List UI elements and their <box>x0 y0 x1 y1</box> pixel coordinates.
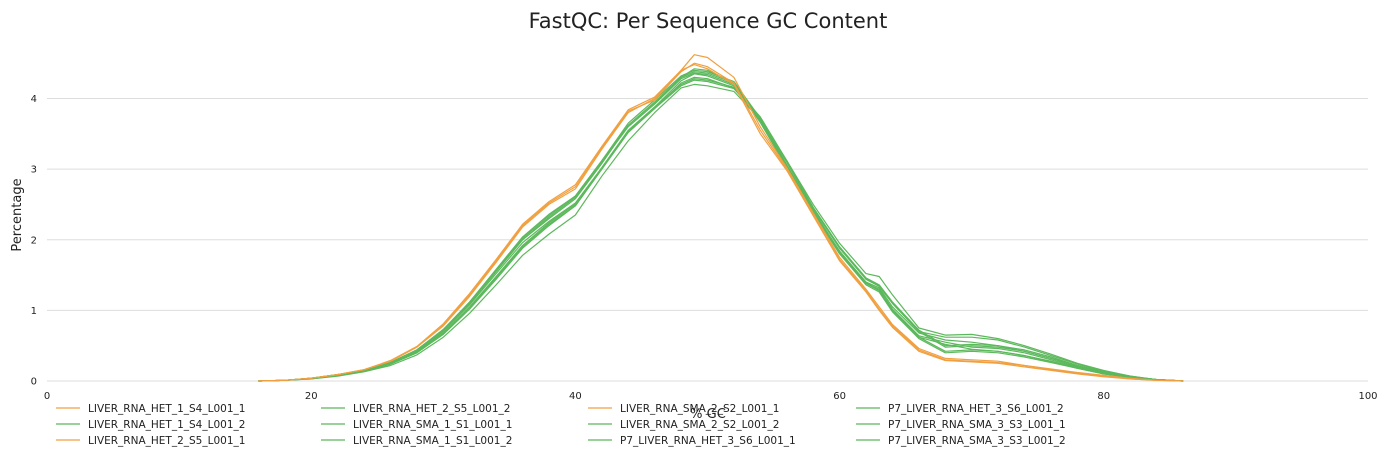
legend-label: LIVER_RNA_HET_1_S4_L001_2 <box>88 419 245 431</box>
legend-label: P7_LIVER_RNA_SMA_3_S3_L001_1 <box>888 419 1066 431</box>
legend-label: LIVER_RNA_SMA_2_S2_L001_2 <box>620 419 779 431</box>
legend-item[interactable]: LIVER_RNA_SMA_2_S2_L001_1 <box>588 403 779 415</box>
legend: LIVER_RNA_HET_1_S4_L001_1 LIVER_RNA_HET_1… <box>56 403 1066 447</box>
legend-label: LIVER_RNA_SMA_1_S1_L001_1 <box>353 419 512 431</box>
legend-label: LIVER_RNA_SMA_1_S1_L001_2 <box>353 435 512 447</box>
legend-item[interactable]: LIVER_RNA_SMA_1_S1_L001_1 <box>321 419 512 431</box>
legend-item[interactable]: LIVER_RNA_HET_1_S4_L001_2 <box>56 419 245 431</box>
legend-item[interactable]: LIVER_RNA_HET_2_S5_L001_2 <box>321 403 510 415</box>
legend-label: LIVER_RNA_HET_2_S5_L001_2 <box>353 403 510 415</box>
legend-label: LIVER_RNA_HET_1_S4_L001_1 <box>88 403 245 415</box>
legend-label: LIVER_RNA_HET_2_S5_L001_1 <box>88 435 245 447</box>
chart-title: FastQC: Per Sequence GC Content <box>529 9 888 33</box>
series-lines <box>258 54 1184 382</box>
grid-lines <box>47 98 1368 382</box>
y-tick-label: 4 <box>31 94 37 105</box>
legend-item[interactable]: LIVER_RNA_SMA_2_S2_L001_2 <box>588 419 779 431</box>
x-tick-label: 100 <box>1358 391 1377 402</box>
x-tick-label: 60 <box>833 391 846 402</box>
legend-item[interactable]: P7_LIVER_RNA_HET_3_S6_L001_1 <box>588 435 796 447</box>
y-tick-label: 1 <box>31 306 37 317</box>
x-tick-labels: 0 20 40 60 80 100 <box>44 391 1378 402</box>
series-line-liver-rna-sma-1-s1-l001-1[interactable] <box>258 76 1184 382</box>
legend-label: P7_LIVER_RNA_HET_3_S6_L001_1 <box>620 435 796 447</box>
series-line-p7-liver-rna-het-3-s6-l001-2[interactable] <box>258 71 1184 382</box>
y-tick-labels: 0 1 2 3 4 <box>31 94 37 388</box>
series-line-liver-rna-het-2-s5-l001-1[interactable] <box>258 62 1184 382</box>
x-tick-label: 40 <box>569 391 582 402</box>
series-line-liver-rna-sma-1-s1-l001-2[interactable] <box>258 83 1184 382</box>
series-line-liver-rna-het-2-s5-l001-2[interactable] <box>258 73 1184 382</box>
series-line-p7-liver-rna-sma-3-s3-l001-2[interactable] <box>258 79 1184 382</box>
series-line-liver-rna-het-1-s4-l001-2[interactable] <box>258 68 1184 382</box>
y-tick-label: 2 <box>31 235 37 246</box>
legend-item[interactable]: LIVER_RNA_HET_2_S5_L001_1 <box>56 435 245 447</box>
y-tick-label: 0 <box>31 377 37 388</box>
series-line-liver-rna-sma-2-s2-l001-2[interactable] <box>258 69 1184 382</box>
series-line-p7-liver-rna-het-3-s6-l001-1[interactable] <box>258 72 1184 382</box>
legend-label: LIVER_RNA_SMA_2_S2_L001_1 <box>620 403 779 415</box>
series-line-liver-rna-sma-2-s2-l001-1[interactable] <box>258 63 1184 382</box>
x-tick-label: 0 <box>44 391 50 402</box>
x-tick-label: 80 <box>1097 391 1110 402</box>
legend-label: P7_LIVER_RNA_SMA_3_S3_L001_2 <box>888 435 1066 447</box>
legend-item[interactable]: LIVER_RNA_HET_1_S4_L001_1 <box>56 403 245 415</box>
y-tick-label: 3 <box>31 165 37 176</box>
y-axis-label: Percentage <box>10 178 25 251</box>
legend-item[interactable]: LIVER_RNA_SMA_1_S1_L001_2 <box>321 435 512 447</box>
legend-label: P7_LIVER_RNA_HET_3_S6_L001_2 <box>888 403 1064 415</box>
legend-item[interactable]: P7_LIVER_RNA_HET_3_S6_L001_2 <box>856 403 1064 415</box>
x-axis-label: % GC <box>690 407 726 422</box>
legend-item[interactable]: P7_LIVER_RNA_SMA_3_S3_L001_1 <box>856 419 1066 431</box>
series-line-p7-liver-rna-sma-3-s3-l001-1[interactable] <box>258 78 1184 382</box>
x-tick-label: 20 <box>305 391 318 402</box>
series-line-liver-rna-het-1-s4-l001-1[interactable] <box>258 54 1184 382</box>
legend-item[interactable]: P7_LIVER_RNA_SMA_3_S3_L001_2 <box>856 435 1066 447</box>
